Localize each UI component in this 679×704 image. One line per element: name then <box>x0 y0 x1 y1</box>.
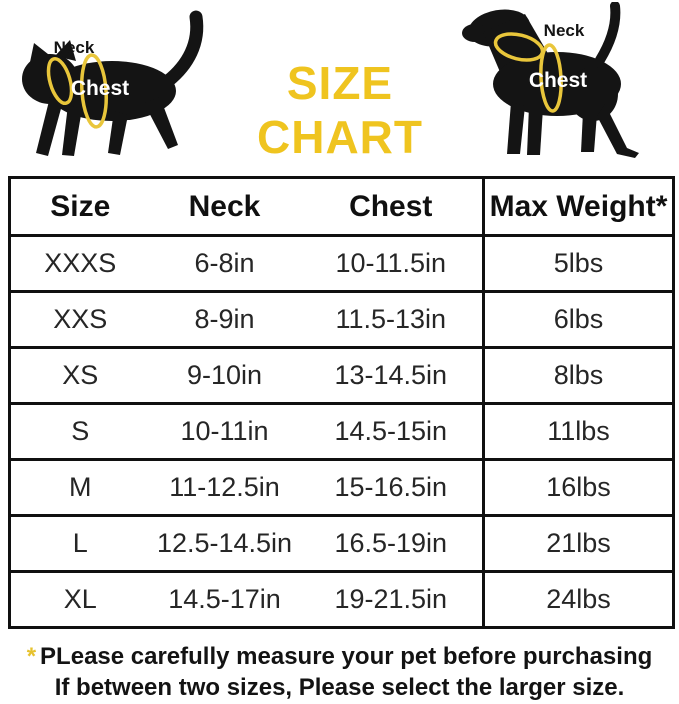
cell-size: S <box>9 402 150 460</box>
cat-chest-label: Chest <box>71 77 129 100</box>
col-header-max-weight: Max Weight* <box>482 177 674 237</box>
footnote-line-2: If between two sizes, Please select the … <box>54 674 625 701</box>
cell-chest: 11.5-13in <box>299 290 484 348</box>
table-row: S 10-11in 14.5-15in 11lbs <box>9 402 674 460</box>
cat-neck-label: Neck <box>54 38 95 57</box>
dog-neck-label: Neck <box>544 21 585 40</box>
cell-chest: 19-21.5in <box>299 570 484 628</box>
cell-size: XL <box>9 570 150 628</box>
table-row: XL 14.5-17in 19-21.5in 24lbs <box>9 570 674 628</box>
table-row: XXXS 6-8in 10-11.5in 5lbs <box>10 235 674 292</box>
cell-neck: 14.5-17in <box>149 570 300 628</box>
col-header-neck: Neck <box>149 177 300 237</box>
cell-chest: 13-14.5in <box>299 346 484 404</box>
cell-max-weight: 5lbs <box>482 235 674 292</box>
cell-neck: 10-11in <box>149 402 300 460</box>
dog-chest-measure-loop <box>539 43 563 113</box>
cell-neck: 12.5-14.5in <box>149 514 300 572</box>
dog-chest-label: Chest <box>529 69 587 92</box>
footnote-line-1: * PLease carefully measure your pet befor… <box>0 641 679 672</box>
cell-neck: 11-12.5in <box>149 458 300 516</box>
footnote-asterisk: * <box>26 643 37 670</box>
cell-chest: 14.5-15in <box>299 402 484 460</box>
cell-max-weight: 8lbs <box>482 346 674 404</box>
cell-chest: 15-16.5in <box>299 458 484 516</box>
cell-max-weight: 6lbs <box>482 290 674 348</box>
dog-body-shapes <box>462 2 639 158</box>
cell-size: M <box>9 458 150 516</box>
cell-chest: 10-11.5in <box>335 248 447 278</box>
cell-chest: 16.5-19in <box>299 514 484 572</box>
cell-max-weight: 16lbs <box>482 458 674 516</box>
cell-max-weight: 11lbs <box>482 402 674 460</box>
cell-max-weight: 21lbs <box>482 514 674 572</box>
cat-chest-measure-loop <box>80 53 108 129</box>
cell-size: XXXS <box>44 248 117 278</box>
cell-size: XXS <box>9 290 150 348</box>
cell-size: XS <box>9 346 150 404</box>
size-chart-table: Size Neck Chest Max Weight* XXXS 6-8in 1… <box>8 176 675 629</box>
cell-neck: 9-10in <box>149 346 300 404</box>
table-row: L 12.5-14.5in 16.5-19in 21lbs <box>9 514 674 572</box>
table-row: M 11-12.5in 15-16.5in 16lbs <box>9 458 674 516</box>
cell-size: L <box>9 514 150 572</box>
col-header-chest: Chest <box>299 177 484 237</box>
table-row: XXS 8-9in 11.5-13in 6lbs <box>9 290 674 348</box>
footnote-line-1-text: PLease carefully measure your pet before… <box>40 643 653 670</box>
page-title: SIZE CHART <box>257 57 423 163</box>
cell-neck: 8-9in <box>149 290 300 348</box>
table-header-row: Size Neck Chest Max Weight* <box>9 177 674 237</box>
footnote: * PLease carefully measure your pet befor… <box>0 641 679 703</box>
cat-neck-measure-loop <box>46 56 74 106</box>
table-row: XS 9-10in 13-14.5in 8lbs <box>9 346 674 404</box>
col-header-size: Size <box>9 177 150 237</box>
cat-silhouette: Neck Chest <box>22 10 204 156</box>
cell-neck: 6-8in <box>194 248 255 278</box>
cell-max-weight: 24lbs <box>482 570 674 628</box>
dog-silhouette: Neck Chest <box>462 2 639 158</box>
